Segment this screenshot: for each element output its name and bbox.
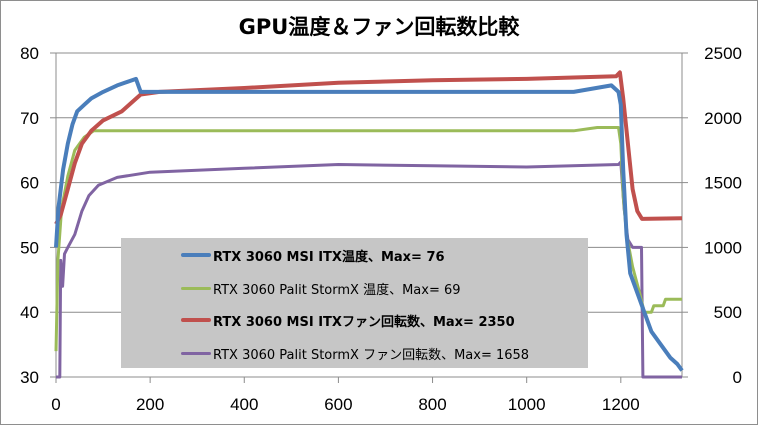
- legend-swatch: [181, 318, 211, 322]
- x-tick-label: 1200: [602, 395, 640, 414]
- y-right-tick-label: 0: [733, 368, 742, 387]
- y-left-tick-label: 70: [20, 109, 39, 128]
- y-left-tick-label: 40: [20, 303, 39, 322]
- legend-item-msi-fan: RTX 3060 MSI ITXファン回転数、Max= 2350: [181, 311, 515, 330]
- x-tick-label: 0: [51, 395, 60, 414]
- legend-swatch: [181, 286, 211, 290]
- x-tick-label: 1000: [508, 395, 546, 414]
- series-line-1: [54, 126, 682, 352]
- legend-label: RTX 3060 MSI ITX温度、Max= 76: [213, 249, 445, 265]
- y-right-tick-label: 500: [714, 303, 742, 322]
- y-right-tick-label: 2500: [704, 44, 742, 63]
- y-right-tick-label: 1500: [704, 174, 742, 193]
- y-right-tick-label: 1000: [704, 238, 742, 257]
- legend-item-palit-fan: RTX 3060 Palit StormX ファン回転数、Max= 1658: [181, 344, 530, 363]
- y-left-tick-label: 30: [20, 368, 39, 387]
- series-line-2: [54, 70, 683, 226]
- legend-swatch: [181, 253, 211, 257]
- y-left-tick-label: 80: [20, 44, 39, 63]
- legend-item-msi-temp: RTX 3060 MSI ITX温度、Max= 76: [181, 246, 445, 265]
- x-tick-label: 200: [136, 395, 164, 414]
- series-line-0: [54, 76, 684, 372]
- chart-title: GPU温度＆ファン回転数比較: [238, 15, 520, 39]
- y-left-tick-label: 50: [20, 238, 39, 257]
- legend-swatch: [181, 351, 211, 355]
- y-right-tick-label: 2000: [704, 109, 742, 128]
- legend-label: RTX 3060 MSI ITXファン回転数、Max= 2350: [213, 314, 515, 330]
- x-tick-label: 800: [418, 395, 446, 414]
- x-tick-label: 400: [230, 395, 258, 414]
- legend-item-palit-temp: RTX 3060 Palit StormX 温度、Max= 69: [181, 279, 461, 298]
- legend-label: RTX 3060 Palit StormX 温度、Max= 69: [213, 282, 461, 298]
- legend-label: RTX 3060 Palit StormX ファン回転数、Max= 1658: [213, 347, 530, 363]
- legend: RTX 3060 MSI ITX温度、Max= 76 RTX 3060 Pali…: [121, 238, 588, 368]
- y-left-tick-label: 60: [20, 174, 39, 193]
- x-tick-label: 600: [324, 395, 352, 414]
